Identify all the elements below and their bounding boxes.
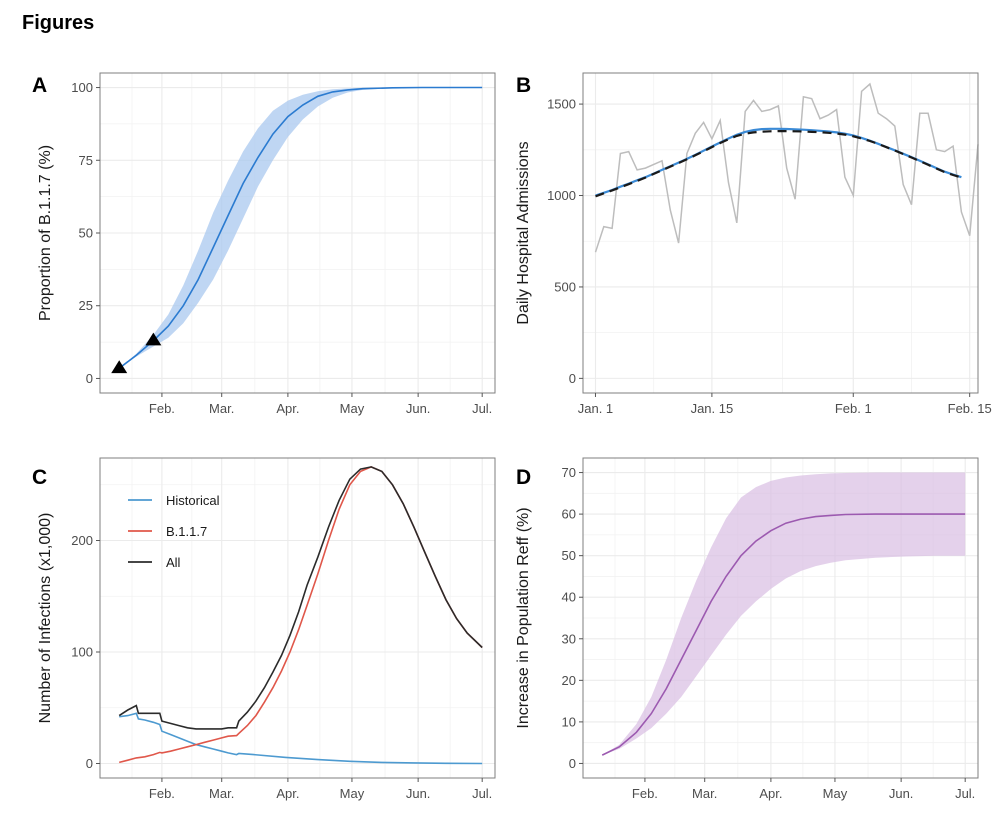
legend: Historical B.1.1.7 All bbox=[128, 493, 220, 570]
y-tick-label: 75 bbox=[79, 153, 93, 168]
x-tick-label: Jul. bbox=[472, 401, 492, 416]
y-tick-label: 70 bbox=[562, 465, 576, 480]
x-tick-label: Feb. 1 bbox=[835, 401, 872, 416]
y-tick-label: 50 bbox=[562, 548, 576, 563]
y-tick-label: 30 bbox=[562, 631, 576, 646]
x-tick-label: Jan. 1 bbox=[578, 401, 613, 416]
series-line-historical bbox=[119, 712, 483, 765]
y-tick-label: 1500 bbox=[547, 97, 576, 112]
x-tick-label: May bbox=[340, 786, 365, 801]
y-tick-label: 60 bbox=[562, 507, 576, 522]
model-series-line bbox=[595, 130, 962, 198]
x-tick-label: Jan. 15 bbox=[691, 401, 734, 416]
y-tick-label: 20 bbox=[562, 673, 576, 688]
x-tick-label: Jul. bbox=[472, 786, 492, 801]
legend-label: Historical bbox=[166, 493, 220, 508]
y-tick-label: 0 bbox=[569, 756, 576, 771]
y-axis-title: Increase in Population Reff (%) bbox=[515, 507, 532, 728]
panel-c: Historical B.1.1.7 All 0 100 200 Feb. Mar. Apr. M… bbox=[32, 457, 496, 801]
observed-series-line bbox=[594, 82, 979, 253]
median-line bbox=[118, 86, 483, 369]
x-tick-label: May bbox=[823, 786, 848, 801]
x-tick-label: Apr. bbox=[276, 401, 299, 416]
y-tick-label: 40 bbox=[562, 590, 576, 605]
panel-b: 0 500 1000 1500 Jan. 1 Jan. 15 Feb. 1 Feb. 15 Da… bbox=[515, 72, 992, 416]
panel-letter: B bbox=[516, 74, 531, 97]
confidence-ribbon bbox=[602, 472, 966, 756]
x-tick-label: Jun. bbox=[889, 786, 914, 801]
y-tick-label: 25 bbox=[79, 298, 93, 313]
triangle-marker bbox=[145, 332, 162, 346]
x-tick-label: Jun. bbox=[406, 401, 431, 416]
x-tick-label: Jun. bbox=[406, 786, 431, 801]
y-tick-label: 500 bbox=[554, 279, 576, 294]
x-tick-label: Apr. bbox=[276, 786, 299, 801]
y-axis-title: Daily Hospital Admissions bbox=[515, 141, 532, 324]
plot-frame bbox=[99, 457, 496, 779]
x-tick-label: Mar. bbox=[209, 786, 234, 801]
x-tick-label: Feb. bbox=[632, 786, 658, 801]
legend-label: B.1.1.7 bbox=[166, 524, 207, 539]
panel-letter: A bbox=[32, 74, 47, 97]
figures-heading: Figures bbox=[22, 12, 95, 34]
triangle-marker bbox=[111, 360, 128, 374]
panel-d: 0 10 20 30 40 50 60 70 Feb. Mar. Apr. May Jun. Jul. In… bbox=[515, 457, 979, 801]
median-line bbox=[601, 513, 966, 756]
plot-background bbox=[100, 458, 495, 778]
y-tick-label: 100 bbox=[71, 645, 93, 660]
series-line-all bbox=[118, 466, 483, 730]
x-tick-label: Feb. bbox=[149, 401, 175, 416]
y-tick-label: 50 bbox=[79, 226, 93, 241]
legend-label: All bbox=[166, 555, 181, 570]
x-tick-label: Apr. bbox=[759, 786, 782, 801]
x-tick-label: Mar. bbox=[209, 401, 234, 416]
panel-a: 0 25 50 75 100 Feb. Mar. Apr. May Jun. Jul. Proport… bbox=[32, 72, 496, 416]
y-tick-label: 10 bbox=[562, 714, 576, 729]
x-tick-label: May bbox=[340, 401, 365, 416]
plot-frame bbox=[582, 457, 979, 779]
y-tick-label: 1000 bbox=[547, 188, 576, 203]
x-tick-label: Feb. bbox=[149, 786, 175, 801]
y-axis-title: Number of Infections (x1,000) bbox=[37, 513, 54, 724]
x-tick-label: Feb. 15 bbox=[948, 401, 992, 416]
panel-letter: C bbox=[32, 466, 47, 489]
y-tick-label: 0 bbox=[86, 756, 93, 771]
plot-frame bbox=[582, 72, 979, 394]
y-tick-label: 0 bbox=[569, 371, 576, 386]
x-tick-label: Mar. bbox=[692, 786, 717, 801]
y-tick-label: 100 bbox=[71, 80, 93, 95]
y-tick-label: 0 bbox=[86, 371, 93, 386]
panel-letter: D bbox=[516, 466, 531, 489]
y-axis-title: Proportion of B.1.1.7 (%) bbox=[37, 145, 54, 321]
x-tick-label: Jul. bbox=[955, 786, 975, 801]
y-tick-label: 200 bbox=[71, 533, 93, 548]
